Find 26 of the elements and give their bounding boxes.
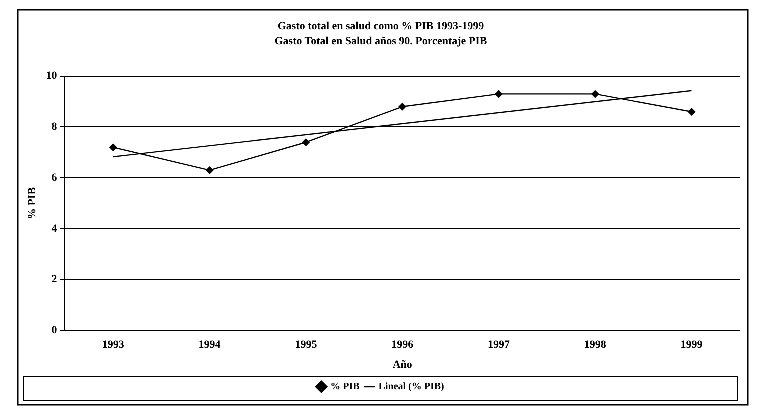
y-tick-label: 0 xyxy=(52,324,58,336)
y-tick-label: 8 xyxy=(52,121,58,134)
point xyxy=(302,138,310,146)
y-tick-label: 4 xyxy=(52,222,58,235)
y-axis-title: % PIB xyxy=(26,186,38,220)
point xyxy=(109,144,118,152)
x-tick-label: 1994 xyxy=(198,339,222,352)
point xyxy=(591,90,600,98)
y-tick-label: 6 xyxy=(52,172,58,184)
x-tick-label: 1997 xyxy=(488,339,510,352)
y-tick-label: 10 xyxy=(46,70,58,82)
point xyxy=(206,166,214,174)
x-tick-label: 1996 xyxy=(392,339,414,352)
x-axis-title: Año xyxy=(392,359,413,372)
legend-label: Lineal (% PIB) xyxy=(378,382,444,393)
legend-label: % PIB xyxy=(330,382,360,393)
y-tick-label: 2 xyxy=(52,274,58,286)
x-tick-label: 1993 xyxy=(102,339,125,352)
point xyxy=(688,108,696,116)
x-tick-label: 1995 xyxy=(295,339,318,352)
x-tick-label: 1998 xyxy=(584,339,607,352)
chart-subtitle: Gasto Total en Salud años 90. Porcentaje PIB xyxy=(274,36,488,48)
point xyxy=(495,90,503,98)
x-tick-label: 1999 xyxy=(680,339,704,352)
point xyxy=(398,102,407,111)
chart-title: Gasto total en salud como % PIB 1993-1999 xyxy=(278,20,485,32)
